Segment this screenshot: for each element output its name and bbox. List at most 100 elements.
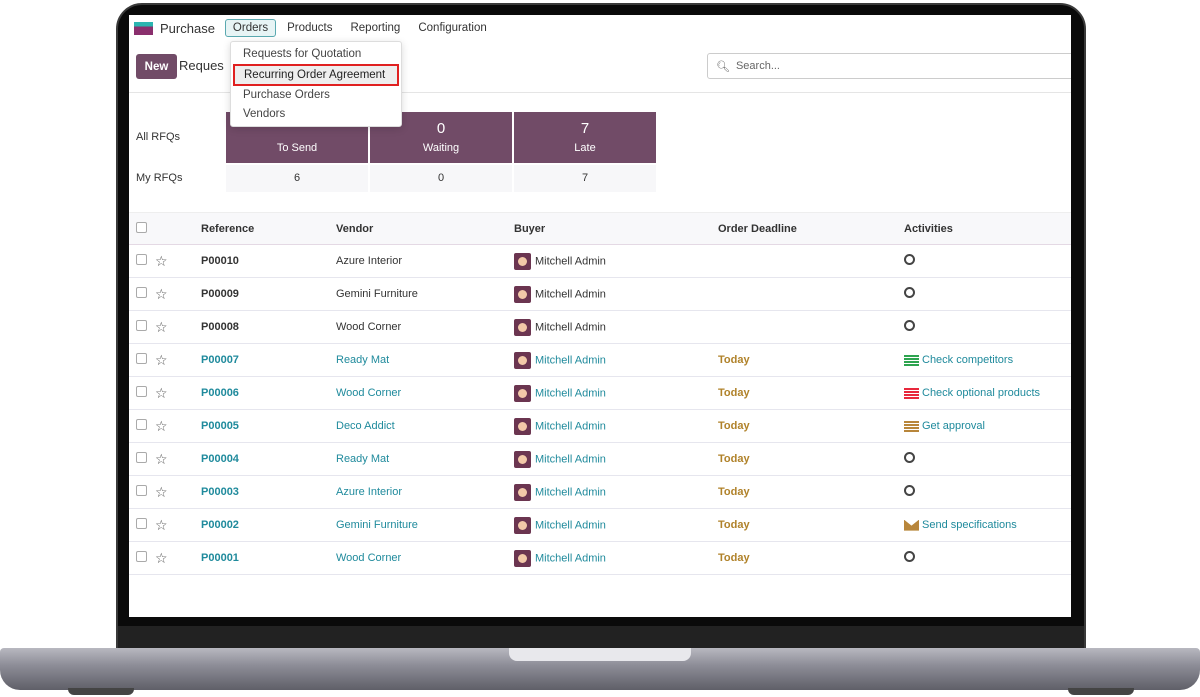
control-panel: New Reques 🔍︎ Search...	[129, 41, 1071, 93]
search-input[interactable]: 🔍︎ Search...	[707, 53, 1071, 79]
row-checkbox[interactable]	[136, 287, 147, 298]
app-logo-icon[interactable]	[134, 21, 153, 35]
table-row[interactable]: ☆ P00008 Wood Corner Mitchell Admin	[129, 310, 1071, 344]
activities: Get approval	[904, 409, 1071, 443]
star-icon[interactable]: ☆	[155, 285, 168, 302]
table-row[interactable]: ☆ P00001 Wood Corner Mitchell Admin Toda…	[129, 541, 1071, 575]
buyer: Mitchell Admin	[514, 244, 718, 278]
col-order-deadline[interactable]: Order Deadline	[718, 212, 904, 245]
activity-link[interactable]: Send specifications	[922, 519, 1017, 531]
star-icon[interactable]: ☆	[155, 351, 168, 368]
row-checkbox[interactable]	[136, 254, 147, 265]
activities	[904, 442, 1071, 476]
search-placeholder: Search...	[735, 60, 780, 72]
clock-icon[interactable]	[904, 320, 915, 331]
avatar	[514, 516, 531, 534]
table-row[interactable]: ☆ P00004 Ready Mat Mitchell Admin Today	[129, 442, 1071, 476]
order-deadline: Today	[718, 442, 904, 476]
menu-item-purchase-orders[interactable]: Purchase Orders	[243, 89, 330, 101]
row-checkbox[interactable]	[136, 485, 147, 496]
buyer-name: Mitchell Admin	[535, 452, 606, 465]
reference: P00005	[201, 409, 336, 443]
star-icon[interactable]: ☆	[155, 318, 168, 335]
col-activities[interactable]: Activities	[904, 212, 1071, 245]
order-deadline: Today	[718, 541, 904, 575]
menu-item-rfq[interactable]: Requests for Quotation	[243, 48, 362, 60]
menu-item-vendors[interactable]: Vendors	[243, 108, 286, 120]
menu-reporting[interactable]: Reporting	[350, 22, 401, 34]
row-checkbox[interactable]	[136, 551, 147, 562]
vendor: Deco Addict	[336, 409, 514, 443]
app-name[interactable]: Purchase	[160, 20, 215, 36]
avatar	[514, 450, 531, 468]
reference: P00007	[201, 343, 336, 377]
row-checkbox[interactable]	[136, 353, 147, 364]
clock-icon[interactable]	[904, 287, 915, 298]
todo-icon	[904, 354, 919, 366]
menu-item-recurring-order-agreement[interactable]: Recurring Order Agreement	[233, 64, 399, 86]
activities	[904, 244, 1071, 278]
star-icon[interactable]: ☆	[155, 549, 168, 566]
order-deadline	[718, 310, 904, 344]
row-checkbox[interactable]	[136, 320, 147, 331]
table-row[interactable]: ☆ P00005 Deco Addict Mitchell Admin Toda…	[129, 409, 1071, 443]
clock-icon[interactable]	[904, 452, 915, 463]
table-row[interactable]: ☆ P00009 Gemini Furniture Mitchell Admin	[129, 277, 1071, 311]
menu-configuration[interactable]: Configuration	[418, 22, 487, 34]
activity-link[interactable]: Check competitors	[922, 354, 1014, 366]
col-reference[interactable]: Reference	[201, 212, 336, 245]
todo-icon	[904, 387, 919, 399]
row-checkbox[interactable]	[136, 452, 147, 463]
laptop-notch	[509, 648, 691, 661]
menu-orders[interactable]: Orders	[224, 19, 277, 37]
avatar	[514, 252, 531, 270]
reference: P00006	[201, 376, 336, 410]
star-icon[interactable]: ☆	[155, 516, 168, 533]
my-rfq-count[interactable]: 7	[514, 165, 656, 192]
clock-icon[interactable]	[904, 551, 915, 562]
avatar	[514, 417, 531, 435]
order-deadline: Today	[718, 508, 904, 542]
buyer-name: Mitchell Admin	[535, 518, 606, 531]
table-row[interactable]: ☆ P00002 Gemini Furniture Mitchell Admin…	[129, 508, 1071, 542]
row-checkbox[interactable]	[136, 518, 147, 529]
buyer: Mitchell Admin	[514, 277, 718, 311]
activities: Check optional products	[904, 376, 1071, 410]
my-rfq-count[interactable]: 0	[370, 165, 512, 192]
table-row[interactable]: ☆ P00003 Azure Interior Mitchell Admin T…	[129, 475, 1071, 509]
my-rfq-count[interactable]: 6	[226, 165, 368, 192]
reference: P00008	[201, 310, 336, 344]
col-vendor[interactable]: Vendor	[336, 212, 514, 245]
table-row[interactable]: ☆ P00006 Wood Corner Mitchell Admin Toda…	[129, 376, 1071, 410]
avatar	[514, 384, 531, 402]
activity-link[interactable]: Check optional products	[922, 387, 1041, 399]
new-button[interactable]: New	[136, 54, 177, 79]
laptop-foot	[68, 688, 134, 695]
activity-link[interactable]: Get approval	[922, 420, 985, 432]
clock-icon[interactable]	[904, 485, 915, 496]
activities	[904, 277, 1071, 311]
buyer: Mitchell Admin	[514, 541, 718, 575]
star-icon[interactable]: ☆	[155, 450, 168, 467]
row-checkbox[interactable]	[136, 386, 147, 397]
buyer-name: Mitchell Admin	[535, 551, 606, 564]
table-row[interactable]: ☆ P00010 Azure Interior Mitchell Admin	[129, 244, 1071, 278]
activities	[904, 541, 1071, 575]
star-icon[interactable]: ☆	[155, 384, 168, 401]
menu-products[interactable]: Products	[287, 22, 333, 34]
tile-late[interactable]: 7 Late	[514, 112, 656, 163]
table-row[interactable]: ☆ P00007 Ready Mat Mitchell Admin Today …	[129, 343, 1071, 377]
tile-label: Late	[574, 142, 596, 154]
avatar	[514, 318, 531, 336]
col-buyer[interactable]: Buyer	[514, 212, 718, 245]
buyer: Mitchell Admin	[514, 409, 718, 443]
vendor: Ready Mat	[336, 343, 514, 377]
row-checkbox[interactable]	[136, 419, 147, 430]
buyer: Mitchell Admin	[514, 508, 718, 542]
clock-icon[interactable]	[904, 254, 915, 265]
buyer-name: Mitchell Admin	[535, 254, 606, 267]
star-icon[interactable]: ☆	[155, 417, 168, 434]
star-icon[interactable]: ☆	[155, 252, 168, 269]
star-icon[interactable]: ☆	[155, 483, 168, 500]
select-all-checkbox[interactable]	[136, 221, 147, 233]
